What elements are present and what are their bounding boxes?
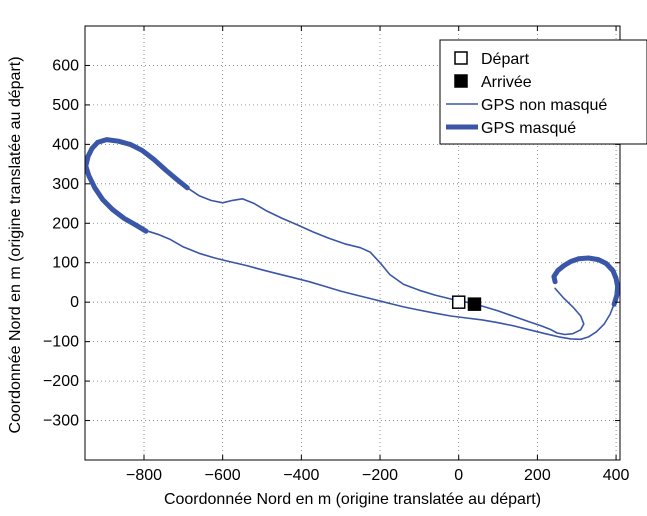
- x-tick-label: −800: [126, 467, 162, 484]
- legend-arrivee-swatch: [454, 74, 468, 88]
- marker-layer: [451, 295, 482, 311]
- legend-box: [439, 39, 647, 145]
- legend-label: Arrivée: [481, 74, 532, 91]
- legend-item: GPS non masqué: [446, 97, 607, 114]
- y-tick-label: −100: [43, 334, 79, 351]
- arrivee-marker: [467, 297, 482, 311]
- legend-item: GPS masqué: [446, 120, 576, 137]
- series-gps-masque: [551, 255, 620, 307]
- legend-label: GPS masqué: [481, 120, 576, 137]
- y-tick-label: 400: [52, 136, 79, 153]
- series-gps-non-masque: [147, 230, 615, 341]
- x-tick-label: 400: [603, 467, 630, 484]
- legend-item: Départ: [454, 51, 530, 68]
- series-gps-masque: [85, 137, 190, 234]
- x-tick-label: −600: [205, 467, 241, 484]
- x-axis-label: Coordonnée Nord en m (origine translatée…: [164, 491, 541, 508]
- y-tick-label: 100: [52, 255, 79, 272]
- y-axis-label: Coordonnée Nord en m (origine translatée…: [7, 56, 24, 433]
- legend-label: GPS non masqué: [481, 97, 607, 114]
- legend: Départ Arrivée GPS non masqué GPS masqué: [439, 39, 647, 145]
- legend-depart-swatch: [454, 51, 468, 65]
- tick-layer: −800 −600 −400 −200 0 200 400 −300 −200 −100 0 100 2…: [43, 26, 630, 484]
- y-tick-label: 600: [52, 57, 79, 74]
- legend-label: Départ: [481, 51, 530, 68]
- legend-item: Arrivée: [454, 74, 532, 91]
- y-tick-label: 500: [52, 97, 79, 114]
- y-tick-label: 0: [70, 294, 79, 311]
- y-tick-label: −200: [43, 373, 79, 390]
- series-layer: [85, 137, 620, 341]
- y-tick-label: −300: [43, 413, 79, 430]
- y-tick-label: 300: [52, 176, 79, 193]
- series-gps-non-masque: [186, 187, 585, 336]
- x-tick-label: 200: [524, 467, 551, 484]
- depart-marker: [451, 295, 466, 309]
- x-tick-label: −400: [283, 467, 319, 484]
- plot-frame: [84, 25, 621, 461]
- x-tick-label: 0: [454, 467, 463, 484]
- x-tick-label: −200: [362, 467, 398, 484]
- y-tick-label: 200: [52, 215, 79, 232]
